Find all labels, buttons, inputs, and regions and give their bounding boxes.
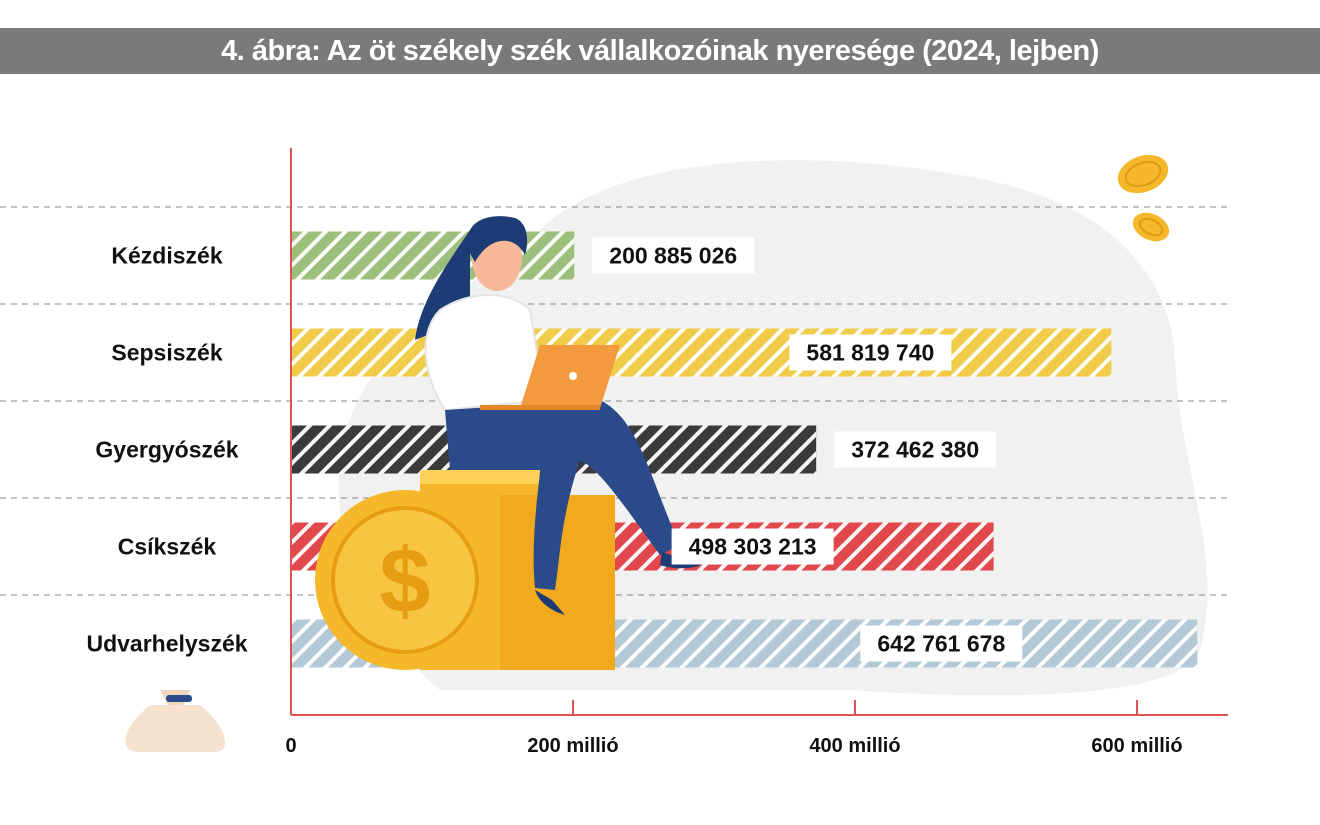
- woman-with-laptop-on-coins-illustration: $: [315, 216, 710, 670]
- value-label: 642 761 678: [877, 631, 1005, 657]
- category-label: Kézdiszék: [111, 243, 222, 269]
- value-label-box: [671, 528, 834, 565]
- category-labels: Kézdiszék Sepsiszék Gyergyószék Csíkszék Udv…: [86, 243, 247, 657]
- category-label: Csíkszék: [118, 534, 217, 560]
- tick-label: 400 millió: [809, 735, 900, 757]
- value-labels: 200 885 026 581 819 740 372 462 380 498 303…: [592, 237, 1023, 662]
- coins-icon: [1117, 154, 1170, 242]
- value-label-box: [860, 625, 1023, 662]
- category-label: Gyergyószék: [95, 437, 238, 463]
- category-label: Sepsiszék: [111, 340, 222, 366]
- bar-hatch: [291, 231, 575, 280]
- category-label: Udvarhelyszék: [86, 631, 247, 657]
- grid-lines: [0, 206, 1228, 596]
- chart-title: 4. ábra: Az öt székely szék vállalkozóin…: [221, 34, 1099, 67]
- value-label-box: [834, 431, 997, 468]
- value-label-box: [789, 334, 952, 371]
- tick-label: 200 millió: [527, 735, 618, 757]
- x-axis-ticks: 0 200 millió 400 millió 600 millió: [285, 700, 1183, 757]
- bar-2: [291, 328, 1112, 377]
- tick-label: 0: [285, 735, 296, 757]
- title-bar: 4. ábra: Az öt székely szék vállalkozóin…: [0, 28, 1320, 74]
- money-bag-icon: [125, 690, 226, 752]
- bar-hatch: [291, 328, 1112, 377]
- bar-1: [291, 231, 575, 280]
- value-label: 200 885 026: [609, 243, 737, 269]
- svg-text:$: $: [379, 530, 430, 632]
- value-label: 372 462 380: [851, 437, 979, 463]
- value-label: 498 303 213: [689, 534, 817, 560]
- value-label: 581 819 740: [806, 340, 934, 366]
- tick-label: 600 millió: [1091, 735, 1182, 757]
- value-label-box: [592, 237, 755, 274]
